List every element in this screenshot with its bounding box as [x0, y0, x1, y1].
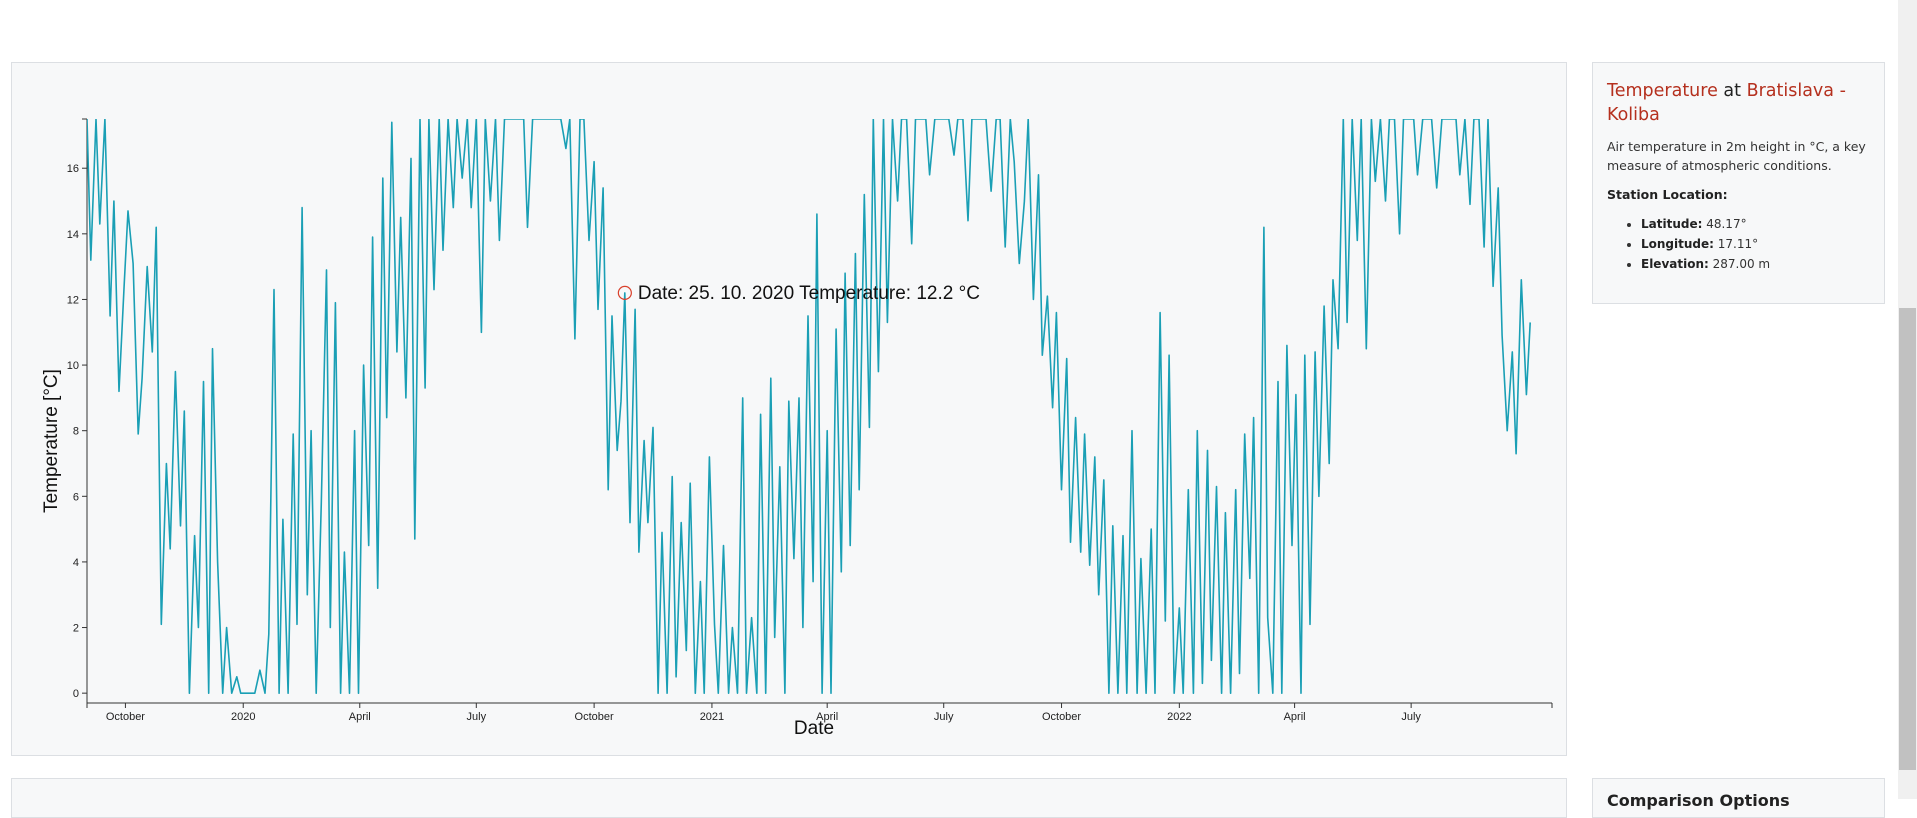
x-tick-label: October: [106, 711, 145, 723]
latitude-label: Latitude:: [1641, 217, 1703, 231]
longitude-value: 17.11°: [1713, 237, 1759, 251]
latitude-item: Latitude: 48.17°: [1641, 214, 1870, 234]
y-tick-label: 0: [73, 688, 79, 700]
chart-panel: 0 2 4 6 8 10 12 14 16 October 2020 April July Octobe…: [11, 62, 1567, 756]
x-tick-label: April: [1284, 711, 1306, 723]
elevation-value: 287.00 m: [1708, 257, 1771, 271]
tooltip-marker: [617, 285, 632, 300]
x-tick-label: 2021: [700, 711, 724, 723]
x-tick-label: April: [349, 711, 371, 723]
y-tick-label: 16: [67, 163, 79, 175]
y-tick-label: 10: [67, 360, 79, 372]
y-tick-label: 14: [67, 229, 79, 241]
x-tick-label: 2020: [231, 711, 255, 723]
title-connector: at: [1717, 81, 1747, 101]
y-tick-label: 12: [67, 294, 79, 306]
x-tick-label: October: [575, 711, 614, 723]
station-name: Bratislava - Koliba: [1607, 81, 1846, 125]
y-tick-label: 4: [73, 557, 79, 569]
comparison-options-title: Comparison Options: [1607, 791, 1790, 810]
x-tick-label: October: [1042, 711, 1081, 723]
y-axis-label: Temperature [°C]: [41, 369, 62, 513]
station-info-panel: Temperature at Bratislava - Koliba Air t…: [1592, 62, 1885, 304]
longitude-item: Longitude: 17.11°: [1641, 234, 1870, 254]
x-tick-label: July: [467, 711, 487, 723]
x-tick-label: July: [1401, 711, 1421, 723]
station-location-list: Latitude: 48.17° Longitude: 17.11° Eleva…: [1607, 214, 1870, 274]
y-tick-label: 8: [73, 426, 79, 438]
x-tick-label: July: [934, 711, 954, 723]
elevation-item: Elevation: 287.00 m: [1641, 254, 1870, 274]
station-location-heading: Station Location:: [1607, 187, 1728, 202]
x-tick-label: 2022: [1167, 711, 1191, 723]
latitude-value: 48.17°: [1702, 217, 1747, 231]
y-tick-label: 6: [73, 491, 79, 503]
station-title: Temperature at Bratislava - Koliba: [1607, 79, 1870, 127]
x-tick-label: April: [816, 711, 838, 723]
y-tick-label: 2: [73, 623, 79, 635]
x-axis: October 2020 April July October 2021 April July…: [86, 702, 1553, 723]
comparison-options-panel: Comparison Options: [1592, 778, 1885, 818]
longitude-label: Longitude:: [1641, 237, 1714, 251]
variable-description: Air temperature in 2m height in °C, a ke…: [1607, 139, 1866, 173]
x-axis-label: Date: [794, 718, 834, 739]
variable-name: Temperature: [1607, 81, 1718, 101]
page-scrollbar-thumb[interactable]: [1899, 308, 1916, 770]
lower-chart-panel: [11, 778, 1567, 818]
y-axis: 0 2 4 6 8 10 12 14 16: [67, 118, 88, 703]
tooltip-text: Date: 25. 10. 2020 Temperature: 12.2 °C: [638, 283, 980, 304]
temperature-series-line: [87, 119, 1531, 694]
elevation-label: Elevation:: [1641, 257, 1709, 271]
tooltip: Date: 25. 10. 2020 Temperature: 12.2 °C: [617, 283, 980, 304]
series-layer: [87, 119, 1531, 694]
